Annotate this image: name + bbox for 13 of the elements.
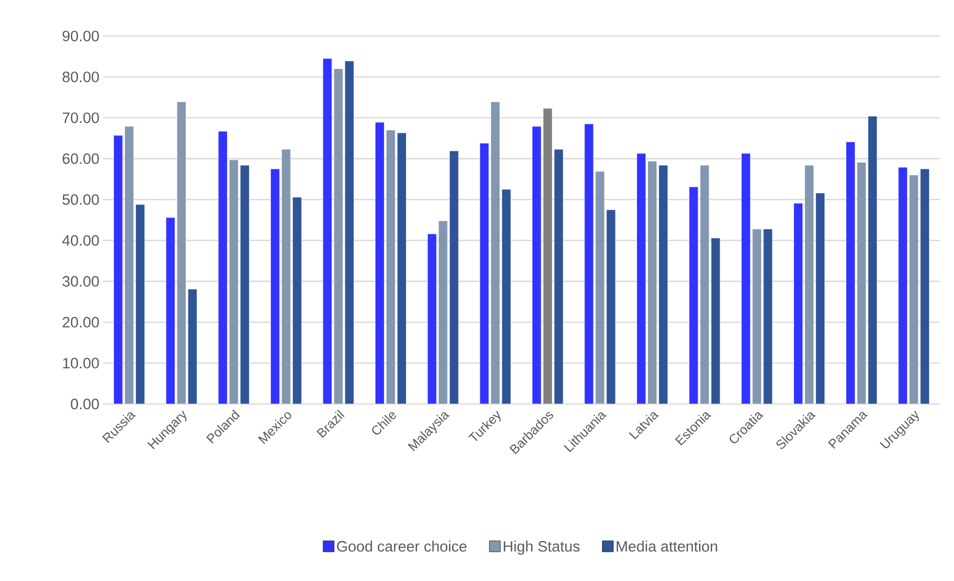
- y-tick-label: 80.00: [62, 72, 99, 82]
- y-tick-label: 50.00: [62, 194, 99, 205]
- y-tick-label: 90.00: [62, 30, 99, 42]
- y-tick-label: 40.00: [62, 235, 99, 246]
- y-tick-label: 70.00: [62, 112, 99, 124]
- legend-label: Media attention: [616, 540, 718, 552]
- y-tick-label: 0.00: [70, 398, 99, 410]
- legend-label: Good career choice: [337, 540, 466, 552]
- y-tick-label: 20.00: [62, 316, 99, 328]
- y-tick-label: 30.00: [62, 276, 99, 287]
- legend-label: High Status: [504, 540, 580, 555]
- y-tick-label: 60.00: [62, 153, 99, 164]
- y-tick-label: 10.00: [63, 358, 99, 368]
